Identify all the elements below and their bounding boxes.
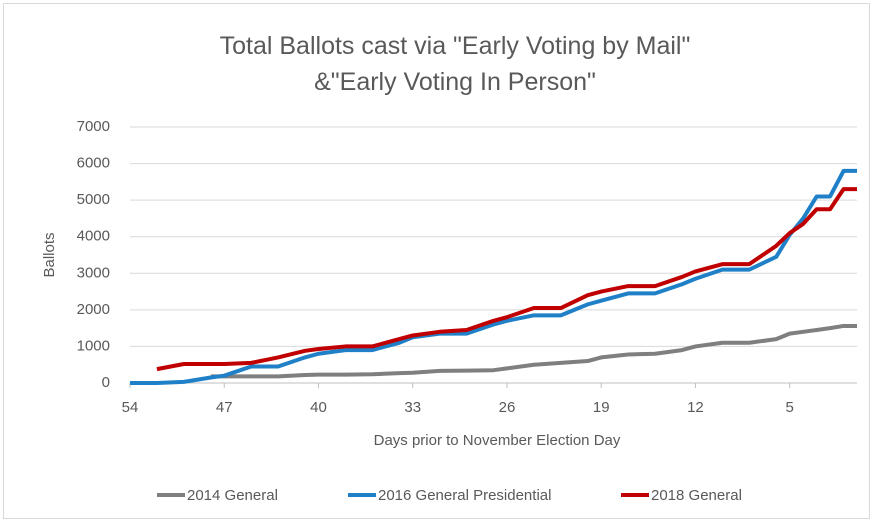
series-line bbox=[210, 323, 857, 379]
x-tick-label: 40 bbox=[310, 399, 327, 416]
y-tick-label: 0 bbox=[102, 374, 110, 391]
x-tick-label: 33 bbox=[404, 399, 421, 416]
y-tick-label: 7000 bbox=[77, 118, 110, 135]
chart-title: Total Ballots cast via "Early Voting by … bbox=[219, 32, 691, 96]
x-axis-label: Days prior to November Election Day bbox=[374, 432, 621, 449]
x-tick-label: 12 bbox=[687, 399, 704, 416]
series-line bbox=[156, 187, 857, 372]
x-tick-label: 5 bbox=[786, 399, 794, 416]
legend-label: 2014 General bbox=[187, 487, 278, 504]
x-tick-label: 47 bbox=[216, 399, 233, 416]
x-tick-label: 26 bbox=[499, 399, 516, 416]
y-tick-label: 4000 bbox=[77, 228, 110, 245]
chart-border bbox=[3, 3, 870, 519]
y-tick-label: 6000 bbox=[77, 155, 110, 172]
y-tick-label: 3000 bbox=[77, 264, 110, 281]
y-tick-label: 1000 bbox=[77, 337, 110, 354]
x-tick-label: 54 bbox=[122, 399, 139, 416]
series-line bbox=[130, 168, 857, 385]
y-tick-label: 2000 bbox=[77, 301, 110, 318]
y-axis-label: Ballots bbox=[41, 232, 58, 277]
legend-label: 2018 General bbox=[651, 487, 742, 504]
y-tick-label: 5000 bbox=[77, 191, 110, 208]
legend-label: 2016 General Presidential bbox=[378, 487, 551, 504]
x-tick-label: 19 bbox=[593, 399, 610, 416]
